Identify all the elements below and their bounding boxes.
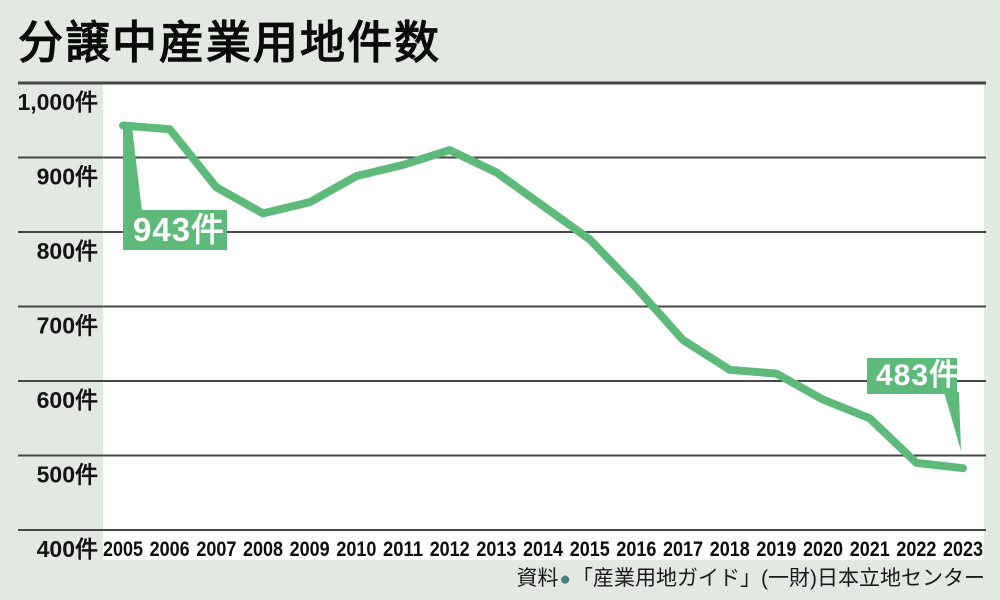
plot-area [103, 83, 984, 560]
x-axis-label: 2016 [616, 538, 656, 561]
x-axis-label: 2009 [290, 538, 330, 561]
y-axis-label: 700件 [37, 313, 98, 339]
y-axis-label: 600件 [37, 387, 98, 413]
source-text: 「産業用地ガイド」(一財)日本立地センター [572, 567, 985, 590]
x-axis-label: 2008 [243, 538, 283, 561]
x-axis-label: 2006 [150, 538, 190, 561]
trend-line [119, 121, 968, 473]
source-bullet-icon: ● [559, 569, 571, 590]
y-axis-label: 900件 [37, 164, 98, 190]
x-axis-label: 2015 [570, 538, 610, 561]
source-note: 資料●「産業用地ガイド」(一財)日本立地センター [517, 562, 985, 592]
value-callout-2023: 483件 [867, 358, 959, 394]
callout-pointer-483 [944, 392, 961, 451]
value-callout-2005: 943件 [123, 210, 227, 250]
x-axis-label: 2007 [196, 538, 236, 561]
callout-pointer-943 [123, 127, 142, 211]
x-axis-label: 2018 [710, 538, 750, 561]
x-axis-label: 2013 [476, 538, 516, 561]
x-axis-label: 2021 [850, 538, 890, 561]
y-axis-label: 400件 [37, 536, 98, 562]
x-axis-label: 2011 [383, 538, 423, 561]
x-axis-label: 2014 [523, 538, 563, 561]
x-axis-label: 2010 [336, 538, 376, 561]
x-axis-label: 2020 [803, 538, 843, 561]
x-axis-label: 2019 [756, 538, 796, 561]
x-axis-label: 2012 [430, 538, 470, 561]
x-axis-label: 2023 [943, 538, 983, 561]
chart-title: 分譲中産業用地件数 [18, 17, 442, 68]
x-axis-label: 2017 [663, 538, 703, 561]
x-axis-label: 2022 [896, 538, 936, 561]
y-axis-label: 500件 [37, 462, 98, 488]
x-axis-label: 2005 [103, 538, 143, 561]
y-axis-label: 800件 [37, 238, 98, 264]
y-axis-label: 1,000件 [17, 89, 98, 115]
source-prefix: 資料 [516, 567, 559, 590]
